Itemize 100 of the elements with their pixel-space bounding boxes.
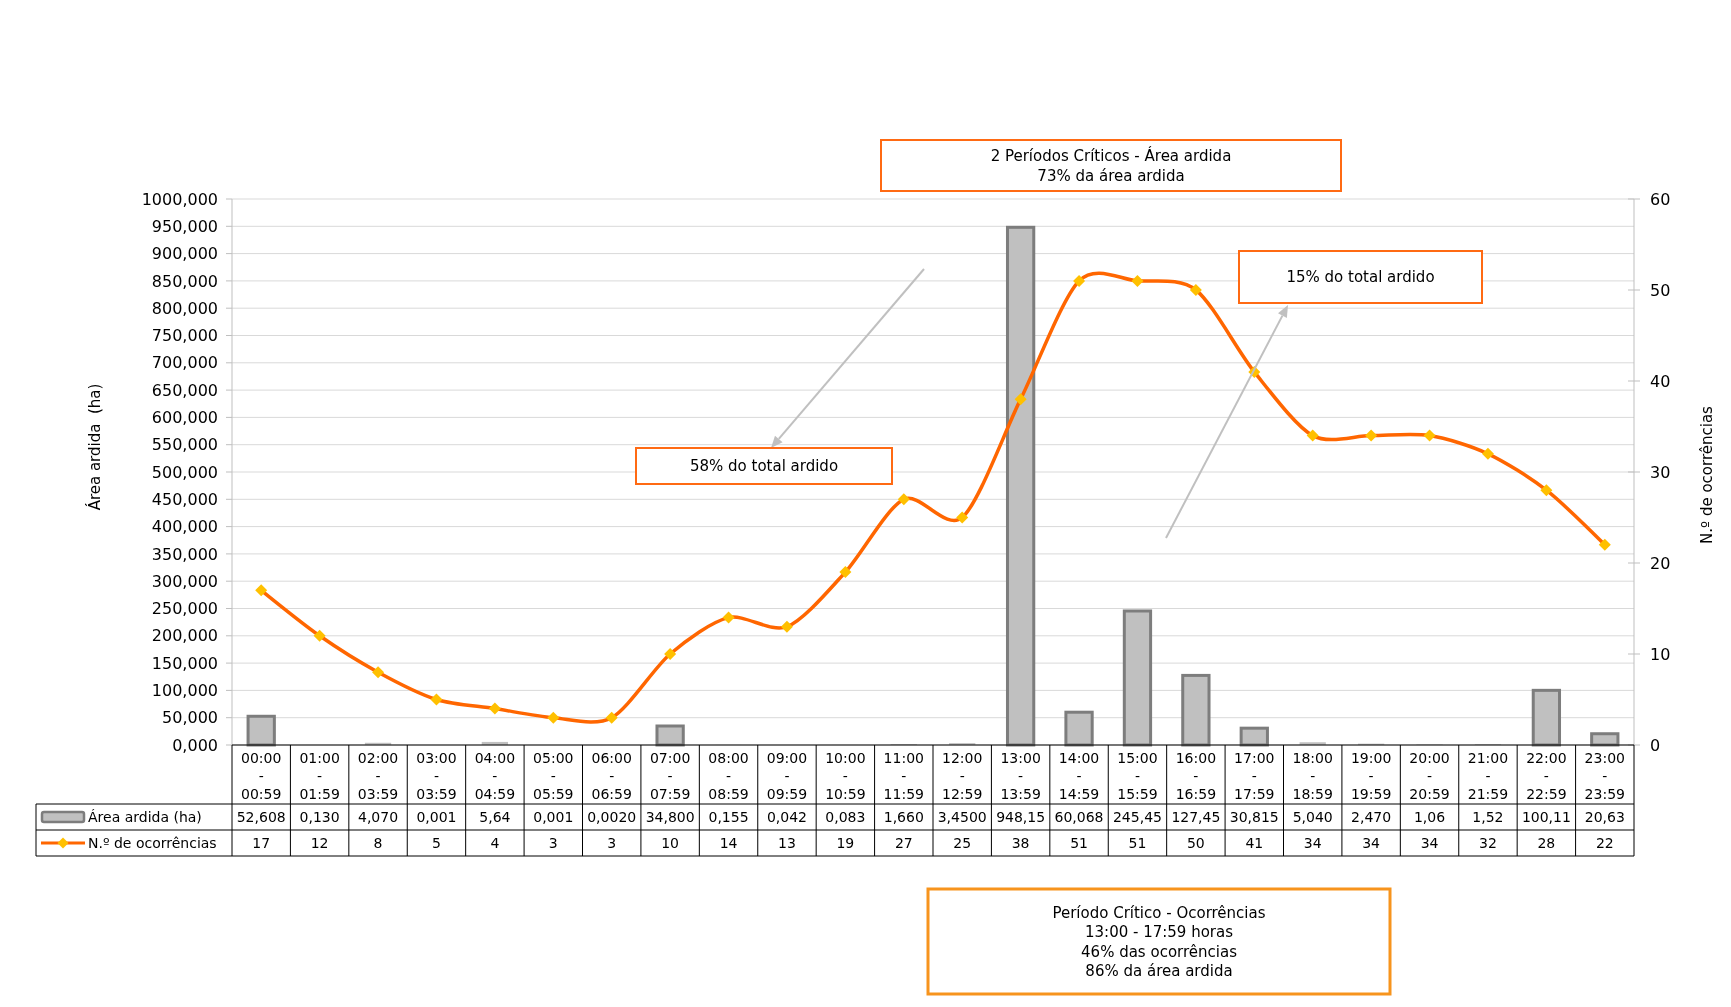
y-tick-label: 800,000 <box>151 298 218 318</box>
y-tick-label: 1000,000 <box>141 189 218 209</box>
data-label: 4 <box>490 834 500 851</box>
data-label: 5 <box>432 834 441 851</box>
data-label: 5,64 <box>479 808 511 825</box>
data-label: 948,15 <box>996 808 1046 825</box>
y-tick-label: 900,000 <box>151 244 218 264</box>
x-tick-label: 18:00 - 18:59 <box>1292 749 1333 802</box>
x-tick-label: 08:00 - 08:59 <box>708 749 749 802</box>
x-tick-label: 09:00 - 09:59 <box>766 749 808 802</box>
y-tick-label: 450,000 <box>151 489 218 509</box>
x-tick-label: 11:00 - 11:59 <box>883 749 924 802</box>
data-label: 14 <box>719 834 738 851</box>
data-label: 100,11 <box>1521 808 1571 825</box>
x-tick-label: 20:00 - 20:59 <box>1409 749 1450 802</box>
x-tick-label: 15:00 - 15:59 <box>1117 749 1158 802</box>
data-label: 3,4500 <box>937 808 987 825</box>
y2-axis-title: N.º de ocorrências <box>1698 405 1716 544</box>
legend-label: N.º de ocorrências <box>88 834 217 851</box>
data-label: 22 <box>1595 834 1614 851</box>
data-label: 41 <box>1245 834 1264 851</box>
y-tick-label: 750,000 <box>151 326 218 346</box>
data-label: 0,042 <box>766 808 808 825</box>
data-label: 1,660 <box>883 808 924 825</box>
data-label: 0,0020 <box>587 808 637 825</box>
data-label: 60,068 <box>1054 808 1104 825</box>
data-label: 28 <box>1537 834 1556 851</box>
y-tick-label: 0,000 <box>172 735 218 755</box>
data-label: 1,06 <box>1413 808 1446 825</box>
y-tick-label: 250,000 <box>151 599 218 619</box>
legend-label: Área ardida (ha) <box>88 808 202 825</box>
data-label: 0,130 <box>299 808 340 825</box>
data-label: 50 <box>1186 834 1205 851</box>
x-tick-label: 07:00 - 07:59 <box>649 749 691 802</box>
x-tick-label: 17:00 - 17:59 <box>1234 749 1275 802</box>
data-label: 51 <box>1128 834 1147 851</box>
y2-tick-label: 0 <box>1650 735 1661 755</box>
x-tick-label: 23:00 - 23:59 <box>1584 749 1625 802</box>
data-label: 25 <box>953 834 972 851</box>
data-label: 34 <box>1362 834 1381 851</box>
x-tick-label: 19:00 - 19:59 <box>1350 749 1392 802</box>
x-tick-label: 10:00 - 10:59 <box>825 749 866 802</box>
y-tick-label: 600,000 <box>151 408 218 427</box>
y2-tick-label: 50 <box>1650 280 1671 300</box>
data-label: 12 <box>310 834 329 851</box>
data-label: 4,070 <box>357 808 399 825</box>
y-tick-label: 950,000 <box>151 216 218 236</box>
y2-tick-label: 20 <box>1650 553 1671 573</box>
data-label: 51 <box>1070 834 1088 851</box>
data-label: 0,001 <box>416 808 457 825</box>
data-label: 17 <box>252 834 271 851</box>
x-tick-label: 06:00 - 06:59 <box>591 749 632 802</box>
data-label: 32 <box>1479 834 1497 851</box>
y-tick-label: 500,000 <box>151 462 218 482</box>
data-label: 3 <box>548 834 558 851</box>
x-tick-label: 21:00 - 21:59 <box>1467 749 1509 802</box>
data-label: 34 <box>1420 834 1439 851</box>
data-label: 27 <box>894 834 913 851</box>
data-label: 8 <box>373 834 383 851</box>
data-label: 0,155 <box>708 808 749 825</box>
y-tick-label: 300,000 <box>151 571 218 591</box>
x-tick-label: 13:00 - 13:59 <box>1000 749 1041 802</box>
y2-tick-label: 10 <box>1650 644 1671 664</box>
x-tick-label: 22:00 - 22:59 <box>1526 749 1567 802</box>
text: Período Crítico - Ocorrências 13:00 - 17:59 horas 46% das ocorrências 86% da área ardida <box>1052 903 1266 980</box>
y-tick-label: 650,000 <box>151 380 218 400</box>
data-label: 1,52 <box>1472 808 1504 825</box>
x-tick-label: 16:00 - 16:59 <box>1175 749 1217 802</box>
x-tick-label: 04:00 - 04:59 <box>474 749 516 802</box>
data-label: 34,800 <box>645 808 695 825</box>
data-label: 19 <box>836 834 855 851</box>
data-label: 127,45 <box>1171 808 1221 825</box>
y-tick-label: 50,000 <box>162 708 218 728</box>
y2-tick-label: 30 <box>1650 462 1671 482</box>
data-label: 38 <box>1011 834 1030 851</box>
annotation: 58% do total ardido <box>689 457 839 476</box>
x-tick-label: 03:00 - 03:59 <box>416 749 457 802</box>
x-tick-label: 02:00 - 03:59 <box>357 749 399 802</box>
y-tick-label: 200,000 <box>151 626 218 646</box>
data-label: 34 <box>1303 834 1322 851</box>
x-tick-label: 00:00 - 00:59 <box>241 749 282 802</box>
y-tick-label: 550,000 <box>151 435 218 455</box>
annotation: 15% do total ardido <box>1286 268 1435 287</box>
text: 2 Períodos Críticos - Área ardida 73% da área ardida <box>990 146 1232 185</box>
data-label: 30,815 <box>1229 808 1279 825</box>
x-tick-label: 12:00 - 12:59 <box>942 749 983 802</box>
x-tick-label: 05:00 - 05:59 <box>533 749 574 802</box>
x-tick-label: 14:00 - 14:59 <box>1058 749 1100 802</box>
y-tick-label: 700,000 <box>151 353 218 373</box>
y2-tick-label: 60 <box>1650 189 1671 209</box>
y-axis-title: Área ardida (ha) <box>85 383 104 511</box>
x-tick-label: 01:00 - 01:59 <box>299 749 340 802</box>
data-label: 0,001 <box>533 808 574 825</box>
y-tick-label: 850,000 <box>151 271 218 291</box>
y2-tick-label: 40 <box>1650 371 1671 391</box>
y-tick-label: 100,000 <box>151 681 218 700</box>
data-label: 5,040 <box>1292 808 1333 825</box>
data-label: 20,63 <box>1584 808 1625 825</box>
data-label: 10 <box>661 834 680 851</box>
data-label: 0,083 <box>825 808 866 825</box>
